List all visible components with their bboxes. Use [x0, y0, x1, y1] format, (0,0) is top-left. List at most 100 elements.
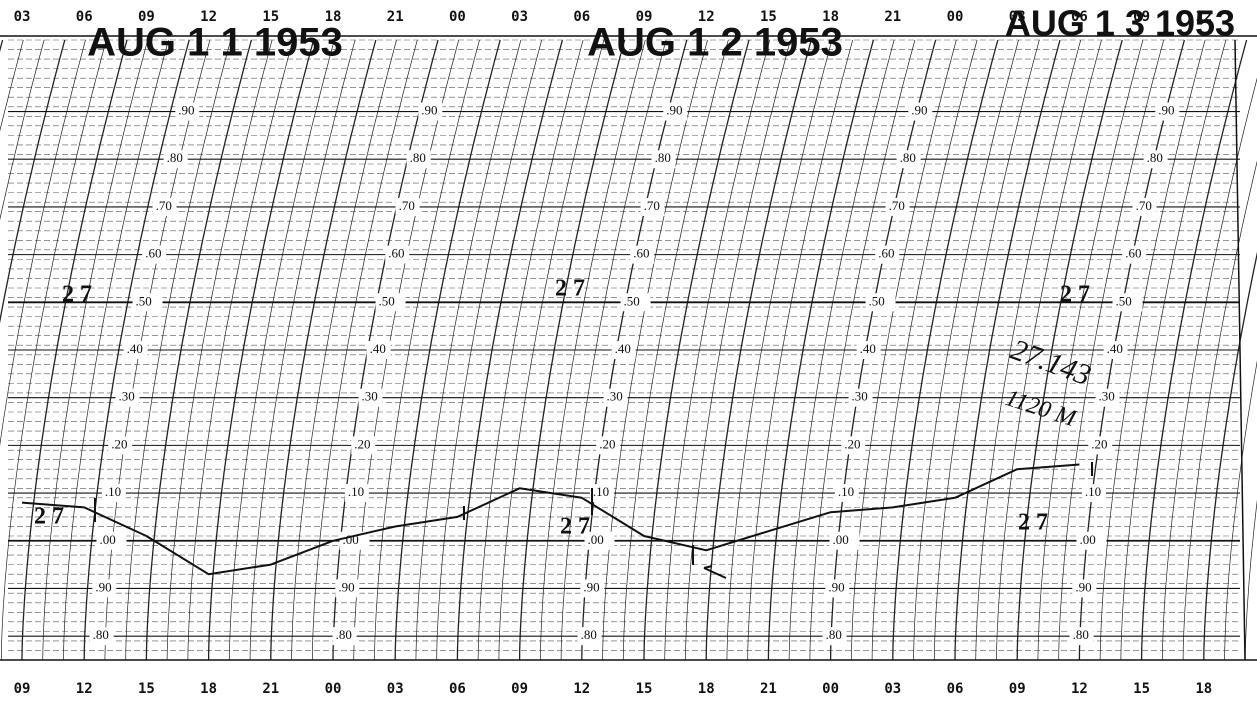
top-tick-label: 03	[511, 9, 528, 25]
y-tick-label: .90	[338, 579, 354, 594]
base-stamp: 2 7	[1018, 510, 1048, 536]
top-tick-label: 18	[822, 9, 839, 25]
top-tick-label: 12	[698, 9, 715, 25]
date-stamp: AUG 1 1 1953	[87, 21, 343, 65]
x-tick-label: 09	[14, 681, 31, 697]
y-tick-label: .90	[95, 579, 111, 594]
x-tick-label: 15	[138, 681, 155, 697]
y-tick-label: .80	[336, 627, 352, 642]
x-tick-label: 03	[387, 681, 404, 697]
y-tick-label: .00	[833, 532, 849, 547]
x-tick-label: 18	[698, 681, 715, 697]
y-tick-label: .30	[852, 389, 868, 404]
top-tick-label: 12	[200, 9, 217, 25]
top-tick-label: 09	[636, 9, 653, 25]
date-stamp: AUG 1 2 1953	[587, 21, 843, 65]
y-tick-label: .20	[844, 436, 860, 451]
y-tick-label: .20	[599, 436, 615, 451]
page: AUG 1 1 1953 AUG 1 2 1953 AUG 1 3 1953 2…	[0, 0, 1257, 702]
y-tick-label: .80	[1147, 150, 1163, 165]
y-tick-label: .80	[93, 627, 109, 642]
y-tick-label: .30	[119, 389, 135, 404]
top-tick-label: 15	[262, 9, 279, 25]
y-tick-label: .00	[1080, 532, 1096, 547]
y-tick-label: .50	[624, 293, 640, 308]
y-tick-label: .50	[379, 293, 395, 308]
top-tick-label: 09	[1133, 9, 1150, 25]
top-tick-label: 03	[1009, 9, 1026, 25]
chart: AUG 1 1 1953 AUG 1 2 1953 AUG 1 3 1953 2…	[0, 0, 1257, 702]
x-tick-label: 06	[947, 681, 964, 697]
y-tick-label: .40	[860, 341, 876, 356]
y-tick-label: .40	[127, 341, 143, 356]
x-tick-label: 00	[325, 681, 342, 697]
y-tick-label: .90	[911, 103, 927, 118]
top-tick-label: 06	[573, 9, 590, 25]
y-tick-label: .40	[615, 341, 631, 356]
top-tick-label: 21	[387, 9, 404, 25]
base-stamp: 2 7	[62, 282, 92, 308]
base-stamp: 2 7	[1060, 282, 1090, 308]
y-tick-label: .30	[1099, 389, 1115, 404]
y-tick-label: .80	[581, 627, 597, 642]
x-tick-label: 15	[1133, 681, 1150, 697]
y-tick-label: .20	[111, 436, 127, 451]
y-tick-label: .00	[343, 532, 359, 547]
y-tick-label: .50	[869, 293, 885, 308]
top-tick-label: 09	[138, 9, 155, 25]
y-tick-label: .90	[1075, 579, 1091, 594]
y-tick-label: .70	[644, 198, 660, 213]
base-stamp: 2 7	[34, 504, 64, 530]
y-tick-label: .10	[1085, 484, 1101, 499]
base-stamp: 2 7	[560, 514, 590, 540]
y-tick-label: .90	[421, 103, 437, 118]
y-tick-label: .10	[593, 484, 609, 499]
x-tick-label: 21	[760, 681, 777, 697]
x-tick-label: 12	[1071, 681, 1088, 697]
y-tick-label: .80	[167, 150, 183, 165]
y-tick-label: .10	[838, 484, 854, 499]
y-tick-label: .60	[388, 246, 404, 261]
top-tick-label: 06	[1071, 9, 1088, 25]
y-tick-label: .80	[826, 627, 842, 642]
y-tick-label: .60	[878, 246, 894, 261]
y-tick-label: .60	[633, 246, 649, 261]
top-tick-label: 00	[449, 9, 466, 25]
y-tick-label: .60	[1125, 246, 1141, 261]
y-tick-label: .90	[178, 103, 194, 118]
top-tick-label: 06	[76, 9, 93, 25]
y-tick-label: .10	[348, 484, 364, 499]
y-tick-label: .90	[1158, 103, 1174, 118]
y-tick-label: .70	[889, 198, 905, 213]
y-tick-label: .90	[666, 103, 682, 118]
top-tick-label: 15	[760, 9, 777, 25]
x-tick-label: 18	[200, 681, 217, 697]
y-tick-label: .50	[1116, 293, 1132, 308]
x-tick-label: 15	[636, 681, 653, 697]
y-tick-label: .00	[100, 532, 116, 547]
x-tick-label: 09	[1009, 681, 1026, 697]
y-tick-label: .80	[1073, 627, 1089, 642]
top-tick-label: 00	[947, 9, 964, 25]
y-tick-label: .20	[1091, 436, 1107, 451]
x-tick-label: 00	[822, 681, 839, 697]
y-tick-label: .40	[1107, 341, 1123, 356]
y-tick-label: .30	[607, 389, 623, 404]
y-tick-label: .50	[136, 293, 152, 308]
y-tick-label: .10	[105, 484, 121, 499]
base-stamp: 2 7	[555, 276, 585, 302]
y-tick-label: .20	[354, 436, 370, 451]
y-tick-label: .90	[828, 579, 844, 594]
y-tick-label: .70	[399, 198, 415, 213]
y-tick-label: .90	[583, 579, 599, 594]
x-tick-label: 21	[262, 681, 279, 697]
x-tick-label: 12	[573, 681, 590, 697]
top-tick-label: 18	[325, 9, 342, 25]
x-tick-label: 18	[1195, 681, 1212, 697]
top-tick-label: 12	[1195, 9, 1212, 25]
top-tick-label: 03	[14, 9, 31, 25]
x-tick-label: 12	[76, 681, 93, 697]
y-tick-label: .30	[362, 389, 378, 404]
y-tick-label: .80	[655, 150, 671, 165]
x-tick-label: 06	[449, 681, 466, 697]
